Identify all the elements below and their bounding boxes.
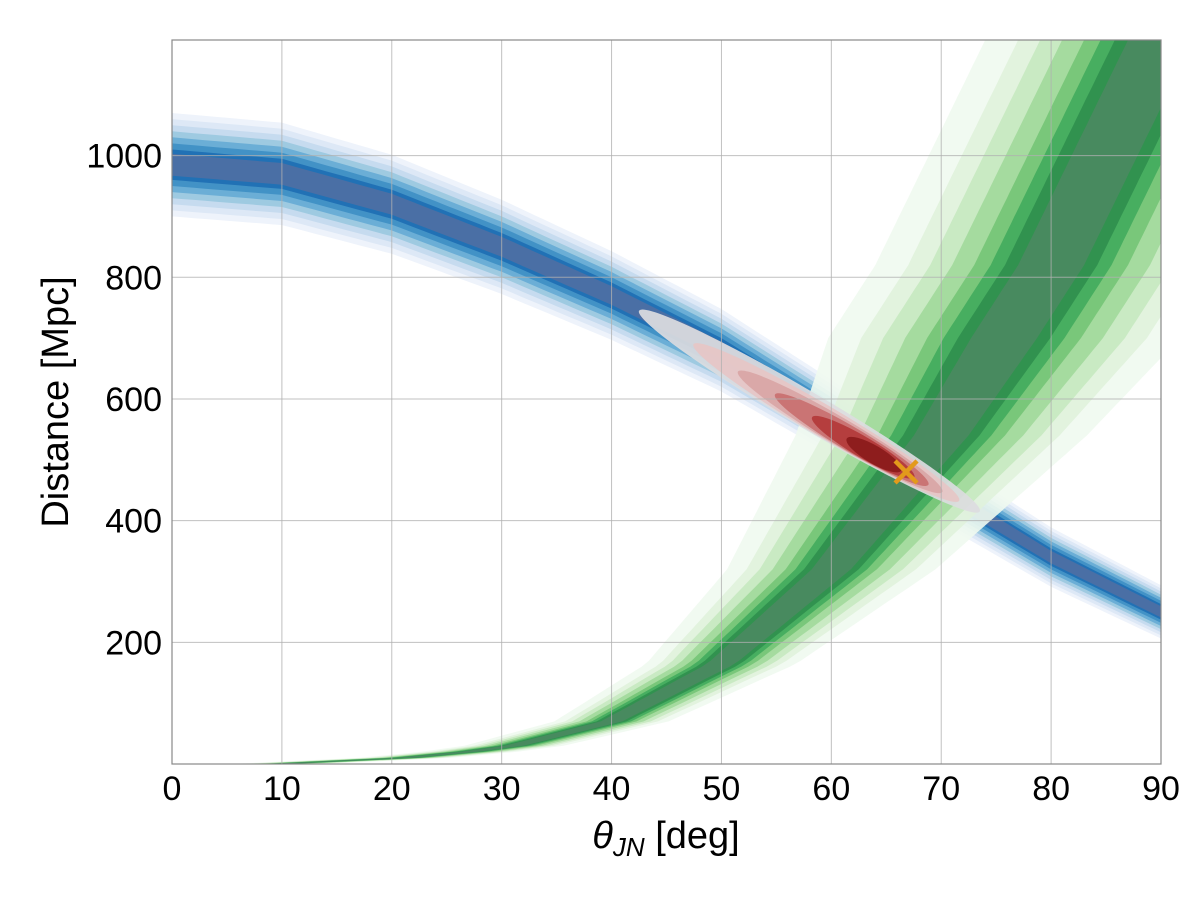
y-tick-label: 600 <box>105 381 162 419</box>
y-tick-label: 400 <box>105 503 162 541</box>
y-tick-label: 1000 <box>86 138 162 176</box>
x-tick-label: 40 <box>593 770 631 808</box>
y-axis-ticks: 200 400 600 800 1000 <box>86 138 162 663</box>
x-tick-label: 60 <box>812 770 850 808</box>
x-tick-label: 50 <box>703 770 741 808</box>
green-contour-level-1 <box>230 40 1161 764</box>
x-axis-label-symbol: θ <box>592 815 613 857</box>
plot-frame <box>171 39 1162 765</box>
marker-stroke-2 <box>893 459 919 485</box>
blue-contour-level-3 <box>172 125 1161 633</box>
x-axis-label: θJN [deg] <box>592 815 739 862</box>
y-tick-label: 200 <box>105 624 162 662</box>
x-axis-label-subscript: JN <box>612 832 645 862</box>
x-tick-label: 80 <box>1032 770 1070 808</box>
y-axis-label: Distance [Mpc] <box>35 276 77 527</box>
green-contour-level-8 <box>266 40 1161 764</box>
x-tick-label: 70 <box>922 770 960 808</box>
green-contour-level-2 <box>238 40 1161 764</box>
plot-area <box>171 39 1162 765</box>
blue-contour-level-6 <box>172 143 1161 623</box>
x-tick-label: 30 <box>483 770 521 808</box>
x-axis-ticks: 0 10 20 30 40 50 60 70 80 90 <box>163 770 1180 808</box>
injection-marker-x <box>893 459 919 485</box>
x-tick-label: 10 <box>263 770 301 808</box>
x-axis-label-unit: [deg] <box>645 815 740 857</box>
x-tick-label: 90 <box>1142 770 1180 808</box>
y-tick-label: 800 <box>105 259 162 297</box>
red-contour-level-6 <box>846 436 902 473</box>
x-tick-label: 20 <box>373 770 411 808</box>
x-tick-label: 0 <box>163 770 182 808</box>
